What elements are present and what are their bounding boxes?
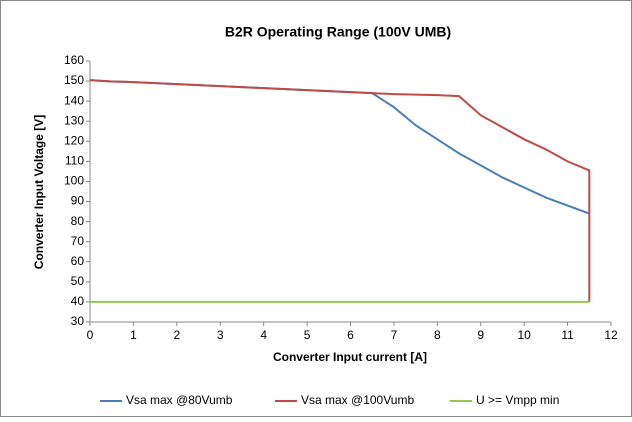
y-tick-label: 110	[65, 154, 84, 168]
y-tick-label: 30	[71, 314, 85, 328]
x-tick-label: 1	[130, 328, 137, 342]
x-tick-label: 11	[561, 328, 574, 342]
y-tick-label: 140	[64, 93, 84, 107]
legend-label: Vsa max @80Vumb	[126, 393, 233, 407]
x-axis-label: Converter Input current [A]	[273, 350, 427, 364]
x-tick-label: 6	[347, 328, 354, 342]
y-tick-label: 70	[71, 234, 85, 248]
y-tick-label: 120	[64, 133, 84, 147]
x-tick-label: 4	[260, 328, 267, 342]
chart-title: B2R Operating Range (100V UMB)	[225, 24, 451, 40]
x-tick-label: 0	[87, 328, 94, 342]
legend-label: U >= Vmpp min	[476, 393, 559, 407]
y-tick-label: 90	[71, 194, 85, 208]
y-tick-label: 50	[71, 274, 85, 288]
x-tick-label: 12	[604, 328, 618, 342]
y-tick-label: 60	[71, 254, 85, 268]
x-tick-label: 7	[391, 328, 398, 342]
y-tick-label: 100	[64, 174, 84, 188]
line	[89, 79, 591, 302]
y-tick-label: 40	[71, 294, 85, 308]
y-tick-label: 80	[71, 214, 85, 228]
y-tick-label: 160	[64, 53, 84, 67]
x-tick-label: 9	[477, 328, 484, 342]
x-tick-label: 8	[434, 328, 441, 342]
y-tick-label: 130	[64, 113, 84, 127]
x-tick-label: 5	[304, 328, 311, 342]
legend-label: Vsa max @100Vumb	[301, 393, 414, 407]
x-tick-label: 2	[173, 328, 180, 342]
x-tick-label: 3	[217, 328, 224, 342]
x-tick-label: 10	[517, 328, 531, 342]
y-axis-label: Converter Input Voltage [V]	[32, 115, 46, 269]
y-tick-label: 150	[64, 73, 84, 87]
